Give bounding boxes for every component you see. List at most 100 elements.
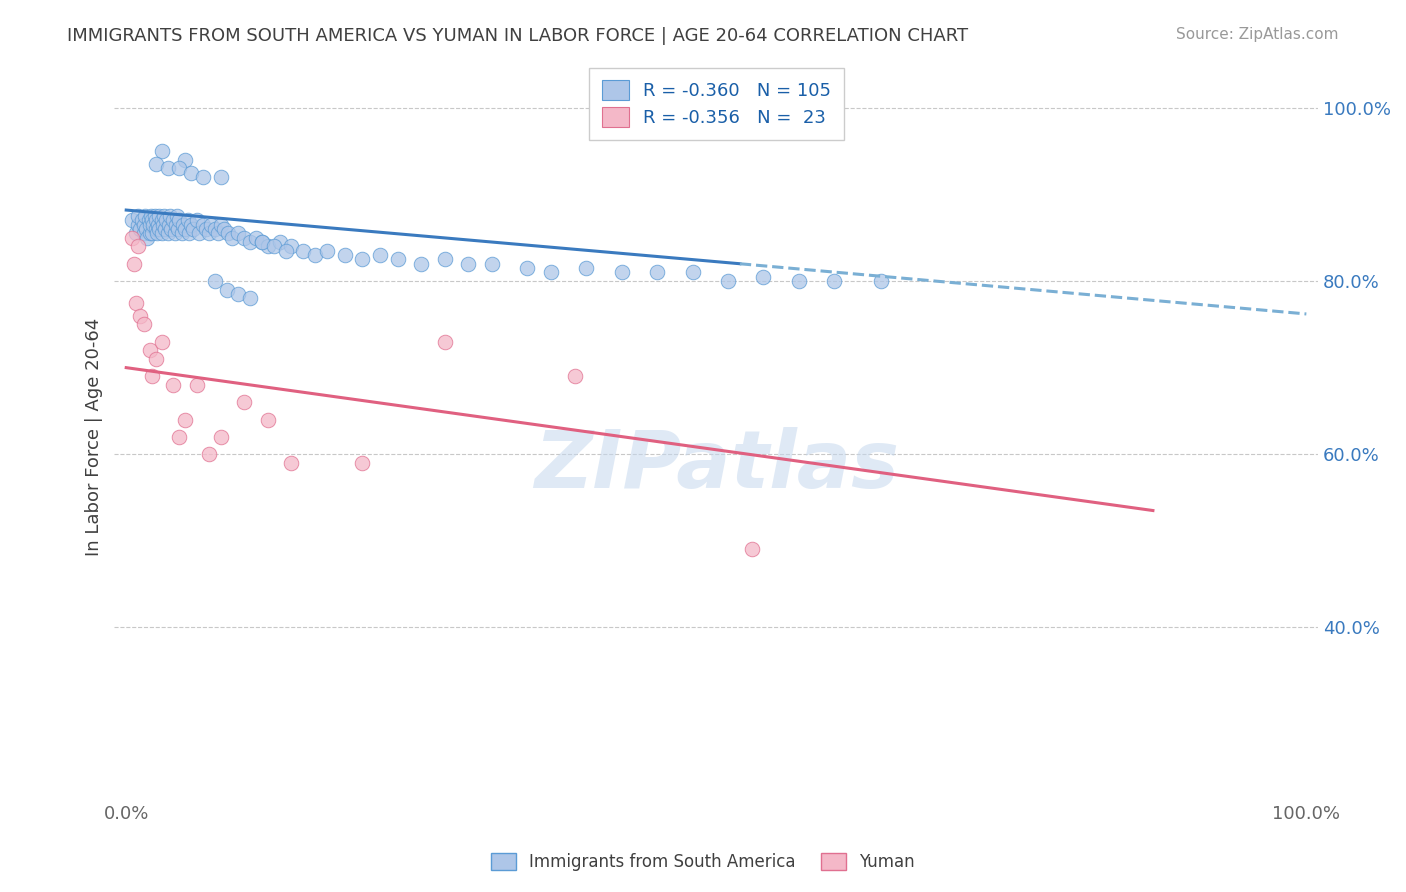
Point: [152, 218, 174, 232]
Point: [136, 231, 159, 245]
Point: [124, 257, 146, 271]
Point: [274, 244, 297, 258]
Point: [150, 213, 173, 227]
Point: [160, 222, 183, 236]
Point: [139, 218, 162, 232]
Point: [170, 227, 193, 241]
Point: [191, 170, 214, 185]
Point: [124, 227, 146, 241]
Point: [129, 222, 152, 236]
Point: [368, 248, 391, 262]
Point: [481, 257, 503, 271]
Point: [186, 213, 208, 227]
Point: [411, 257, 433, 271]
Point: [333, 248, 356, 262]
Point: [195, 222, 218, 236]
Point: [292, 244, 315, 258]
Point: [141, 213, 163, 227]
Point: [217, 227, 239, 241]
Point: [148, 222, 170, 236]
Point: [188, 227, 211, 241]
Point: [145, 157, 167, 171]
Point: [204, 222, 226, 236]
Point: [212, 222, 235, 236]
Point: [250, 235, 273, 249]
Point: [166, 209, 188, 223]
Point: [191, 218, 214, 232]
Point: [228, 227, 250, 241]
Point: [269, 235, 291, 249]
Point: [148, 209, 170, 223]
Point: [138, 213, 160, 227]
Point: [131, 213, 153, 227]
Point: [163, 227, 186, 241]
Point: [315, 244, 337, 258]
Point: [176, 213, 198, 227]
Point: [610, 265, 633, 279]
Point: [129, 309, 152, 323]
Text: Source: ZipAtlas.com: Source: ZipAtlas.com: [1175, 27, 1339, 42]
Point: [682, 265, 704, 279]
Point: [145, 213, 167, 227]
Point: [146, 227, 169, 241]
Point: [352, 456, 374, 470]
Point: [575, 261, 598, 276]
Point: [139, 209, 162, 223]
Point: [433, 334, 456, 349]
Point: [127, 209, 149, 223]
Point: [186, 378, 208, 392]
Point: [387, 252, 409, 267]
Point: [162, 213, 184, 227]
Point: [121, 231, 143, 245]
Point: [135, 222, 157, 236]
Point: [132, 318, 155, 332]
Point: [153, 222, 176, 236]
Point: [177, 227, 200, 241]
Point: [239, 291, 262, 305]
Point: [256, 412, 278, 426]
Point: [162, 378, 184, 392]
Point: [752, 269, 775, 284]
Point: [457, 257, 479, 271]
Point: [169, 213, 191, 227]
Text: IMMIGRANTS FROM SOUTH AMERICA VS YUMAN IN LABOR FORCE | AGE 20-64 CORRELATION CH: IMMIGRANTS FROM SOUTH AMERICA VS YUMAN I…: [67, 27, 969, 45]
Point: [159, 209, 181, 223]
Point: [174, 412, 197, 426]
Point: [150, 144, 173, 158]
Point: [207, 227, 229, 241]
Point: [204, 274, 226, 288]
Point: [228, 287, 250, 301]
Point: [717, 274, 740, 288]
Point: [433, 252, 456, 267]
Point: [233, 231, 256, 245]
Point: [516, 261, 538, 276]
Point: [180, 166, 202, 180]
Point: [183, 222, 205, 236]
Point: [141, 227, 163, 241]
Point: [280, 456, 302, 470]
Point: [145, 351, 167, 366]
Point: [139, 227, 162, 241]
Point: [146, 218, 169, 232]
Point: [280, 239, 302, 253]
Point: [198, 447, 221, 461]
Y-axis label: In Labor Force | Age 20-64: In Labor Force | Age 20-64: [86, 318, 103, 556]
Point: [153, 209, 176, 223]
Legend: Immigrants from South America, Yuman: Immigrants from South America, Yuman: [482, 845, 924, 880]
Point: [174, 153, 197, 167]
Point: [172, 218, 194, 232]
Point: [132, 227, 155, 241]
Point: [156, 161, 179, 176]
Point: [132, 218, 155, 232]
Point: [143, 209, 166, 223]
Point: [245, 231, 267, 245]
Point: [352, 252, 374, 267]
Point: [263, 239, 285, 253]
Point: [174, 222, 197, 236]
Point: [645, 265, 668, 279]
Point: [150, 227, 173, 241]
Text: ZIPatlas: ZIPatlas: [534, 427, 898, 505]
Point: [134, 209, 156, 223]
Point: [787, 274, 810, 288]
Point: [239, 235, 262, 249]
